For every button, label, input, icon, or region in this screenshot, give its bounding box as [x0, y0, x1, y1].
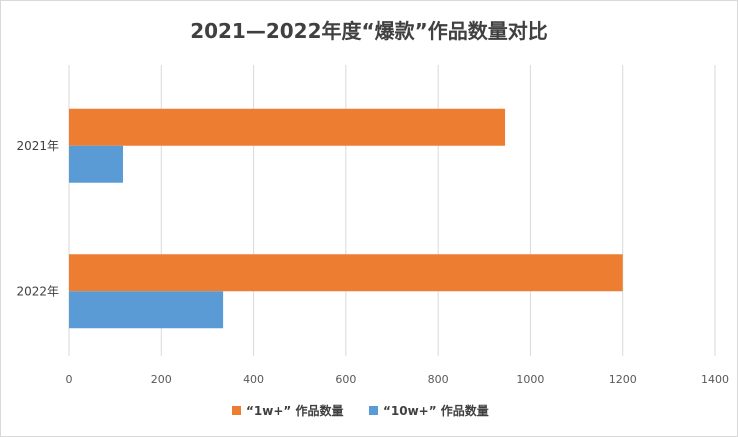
legend-swatch-10w	[369, 406, 378, 415]
category-label: 2022年	[16, 284, 59, 298]
x-tick-label: 800	[428, 373, 449, 386]
x-tick-label: 200	[151, 373, 172, 386]
x-tick-label: 1400	[701, 373, 729, 386]
legend: “1w+” 作品数量 “10w+” 作品数量	[232, 403, 489, 418]
category-label: 2021年	[16, 139, 59, 153]
bar-1w-1	[69, 108, 506, 146]
legend-label-1w: “1w+” 作品数量	[246, 403, 343, 418]
x-tick-label: 1200	[609, 373, 637, 386]
bar-10w-2	[69, 291, 224, 329]
legend-label-10w: “10w+” 作品数量	[383, 403, 489, 418]
x-tick-labels: 0 200 400 600 800 1000 1200 1400	[66, 373, 730, 386]
x-tick-label: 0	[66, 373, 73, 386]
legend-swatch-1w	[232, 406, 241, 415]
category-labels: 2021年 2022年	[16, 139, 59, 299]
bars	[69, 108, 623, 329]
x-tick-label: 600	[335, 373, 356, 386]
chart-title: 2021—2022年度“爆款”作品数量对比	[190, 19, 548, 43]
x-tick-label: 1000	[516, 373, 544, 386]
bar-10w-1	[69, 145, 123, 183]
x-tick-label: 400	[243, 373, 264, 386]
bar-1w-2	[69, 254, 623, 292]
